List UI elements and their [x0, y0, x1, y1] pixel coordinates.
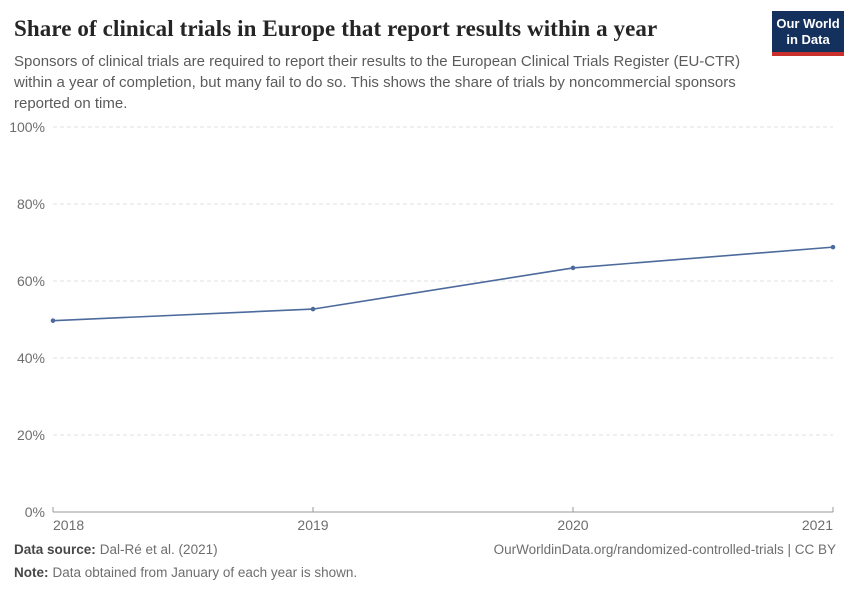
y-tick-label: 20% [17, 427, 45, 443]
chart-footer: Data source: Dal-Ré et al. (2021) Note: Da… [14, 538, 836, 584]
y-tick-label: 0% [25, 504, 45, 520]
chart-subtitle: Sponsors of clinical trials are required… [14, 53, 741, 112]
y-tick-label: 100% [9, 119, 45, 135]
line-chart: 0% 20% 40% 60% 80% 100% 2018 2019 2020 2021 [9, 119, 836, 533]
x-tick-label: 2021 [802, 517, 833, 533]
footer-left: Data source: Dal-Ré et al. (2021) Note: Da… [14, 538, 357, 584]
note-value: Data obtained from January of each year … [52, 565, 358, 580]
owid-logo: Our World in Data [772, 11, 844, 56]
data-source-value: Dal-Ré et al. (2021) [99, 542, 218, 557]
x-tick-label: 2020 [557, 517, 588, 533]
data-point [570, 265, 576, 271]
page-title: Share of clinical trials in Europe that … [14, 16, 658, 41]
x-tick-label: 2019 [297, 517, 328, 533]
y-tick-label: 40% [17, 350, 45, 366]
owid-logo-line1: Our World [776, 16, 840, 31]
data-source-line: Data source: Dal-Ré et al. (2021) [14, 538, 357, 561]
note-line: Note: Data obtained from January of each … [14, 561, 357, 584]
credit-link: OurWorldinData.org/randomized-controlled… [493, 542, 836, 557]
data-point [50, 318, 56, 323]
data-point [830, 244, 836, 250]
data-point [310, 306, 316, 312]
y-tick-label: 60% [17, 273, 45, 289]
note-label: Note: [14, 565, 49, 580]
x-tick-label: 2018 [53, 517, 84, 533]
data-line [52, 246, 834, 322]
y-tick-label: 80% [17, 196, 45, 212]
data-source-label: Data source: [14, 542, 96, 557]
owid-logo-line2: in Data [786, 32, 830, 47]
